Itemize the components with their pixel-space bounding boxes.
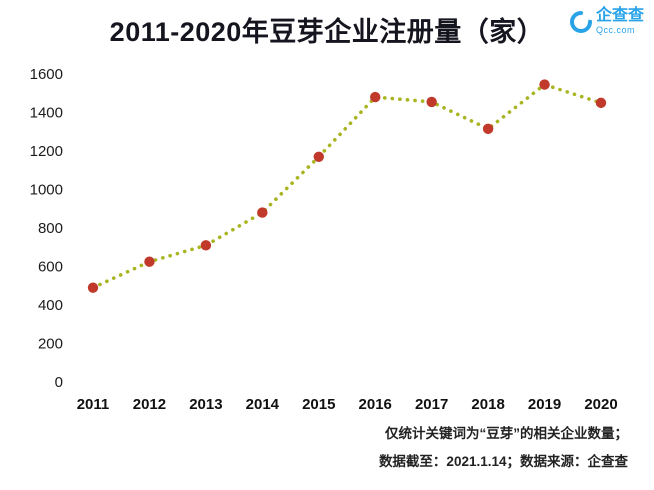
svg-text:1000: 1000 [30,182,63,199]
svg-text:200: 200 [38,336,63,353]
header: 2011-2020年豆芽企业注册量（家） 企查查 Qcc.com [0,0,654,52]
svg-text:400: 400 [38,297,63,314]
svg-text:2015: 2015 [302,396,335,413]
qcc-logo-name: 企查查 [595,7,644,24]
svg-text:2013: 2013 [189,396,222,413]
svg-text:2016: 2016 [359,396,392,413]
qcc-logo: 企查查 Qcc.com [569,8,644,35]
svg-text:600: 600 [38,259,63,276]
footer-note-source: 数据截至：2021.1.14；数据来源：企查查 [378,454,628,469]
qcc-logo-text: 企查查 Qcc.com [596,8,644,35]
svg-text:2011: 2011 [77,396,110,413]
svg-text:1400: 1400 [30,105,63,122]
qcc-logo-domain: Qcc.com [595,25,635,35]
footer-notes: 仅统计关键词为“豆芽”的相关企业数量； 数据截至：2021.1.14；数据来源：… [379,420,628,476]
svg-text:2012: 2012 [133,396,166,413]
page-title: 2011-2020年豆芽企业注册量（家） [109,16,545,47]
svg-text:2020: 2020 [584,396,617,413]
svg-text:1600: 1600 [30,66,63,83]
svg-text:2014: 2014 [246,396,280,413]
svg-text:1200: 1200 [30,143,63,160]
svg-text:0: 0 [55,374,63,391]
qcc-logo-icon [569,10,593,34]
svg-text:800: 800 [38,220,63,237]
footer-note-keyword: 仅统计关键词为“豆芽”的相关企业数量； [385,426,628,441]
svg-text:2018: 2018 [471,396,504,413]
svg-text:2019: 2019 [528,396,561,413]
registrations-line-chart: 0 200 400 600 800 1000 1200 1400 1600 2011 2012 201… [0,52,654,418]
svg-text:2017: 2017 [415,396,448,413]
